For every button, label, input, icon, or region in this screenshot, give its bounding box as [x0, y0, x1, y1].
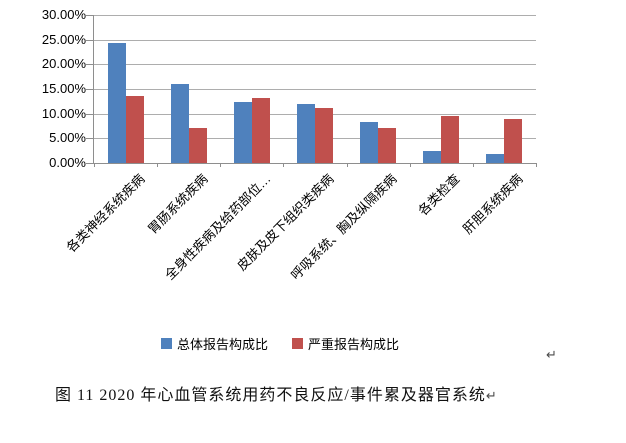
- x-axis-tick: [346, 163, 348, 167]
- x-axis-tick: [409, 163, 411, 167]
- x-axis-tick: [157, 163, 159, 167]
- y-axis-tick: [86, 163, 93, 164]
- y-axis-label: 5.00%: [49, 130, 86, 146]
- legend-label-serious: 严重报告构成比: [308, 337, 400, 352]
- x-axis-label-3: 皮肤及皮下组织类疾病: [234, 171, 337, 274]
- bar-total-4: [360, 121, 379, 163]
- x-axis-tick: [220, 163, 222, 167]
- y-axis-label: 0.00%: [49, 155, 86, 170]
- gridline: [94, 64, 536, 66]
- y-axis-label: 30.00%: [41, 7, 86, 22]
- bar-serious-0: [125, 96, 144, 163]
- caption-end-return-icon: ↵: [485, 389, 497, 404]
- legend: 总体报告构成比 严重报告构成比: [0, 334, 560, 353]
- x-axis-label-5: 各类检查: [415, 171, 463, 219]
- bar-serious-1: [188, 127, 207, 163]
- plot-area: [86, 15, 537, 167]
- legend-swatch-blue-icon: [160, 338, 172, 349]
- y-axis-label: 15.00%: [41, 81, 86, 96]
- figure-caption: 图 11 2020 年心血管系统用药不良反应/事件累及器官系统↵: [55, 381, 497, 405]
- x-axis-tick: [536, 163, 537, 167]
- gridline: [94, 39, 536, 41]
- x-axis-tick: [94, 163, 95, 167]
- legend-item-serious-reports: 严重报告构成比: [292, 334, 399, 353]
- x-axis-label-0: 各类神经系统疾病: [63, 171, 148, 256]
- y-axis-tick: [86, 39, 93, 41]
- bar-serious-4: [378, 127, 397, 163]
- bar-total-3: [297, 103, 315, 163]
- caption-text: 图 11 2020 年心血管系统用药不良反应/事件累及器官系统: [55, 387, 486, 404]
- x-axis-label-4: 呼吸系统、胸及纵隔疾病: [288, 171, 400, 283]
- x-axis-tick: [283, 163, 285, 167]
- y-axis-tick: [86, 89, 93, 90]
- bar-total-2: [233, 102, 252, 163]
- x-axis-label-6: 肝胆系统疾病: [460, 171, 527, 237]
- x-axis-label-1: 胃肠系统疾病: [144, 171, 211, 237]
- bar-total-0: [107, 42, 126, 163]
- legend-label-total: 总体报告构成比: [176, 337, 268, 352]
- y-axis-label: 20.00%: [41, 56, 86, 72]
- legend-item-total-reports: 总体报告构成比: [160, 334, 268, 353]
- bar-total-5: [423, 151, 442, 163]
- paragraph-return-icon: ↵: [546, 348, 557, 363]
- y-axis-tick: [86, 113, 93, 115]
- x-axis-label-2: 全身性疾病及给药部位…: [161, 171, 274, 283]
- y-axis-tick: [86, 15, 93, 16]
- bar-serious-2: [251, 98, 270, 163]
- bar-total-1: [170, 83, 189, 163]
- y-axis-tick: [86, 64, 93, 66]
- bar-serious-3: [315, 107, 333, 163]
- y-axis-label: 25.00%: [41, 31, 86, 47]
- y-axis-tick: [86, 138, 93, 140]
- y-axis-label: 10.00%: [41, 105, 86, 121]
- x-axis-tick: [472, 163, 474, 167]
- bar-total-6: [486, 154, 505, 163]
- legend-swatch-red-icon: [292, 338, 303, 349]
- gridline: [94, 15, 536, 16]
- bar-serious-5: [441, 116, 460, 163]
- bar-serious-6: [504, 119, 523, 163]
- gridline: [94, 89, 536, 90]
